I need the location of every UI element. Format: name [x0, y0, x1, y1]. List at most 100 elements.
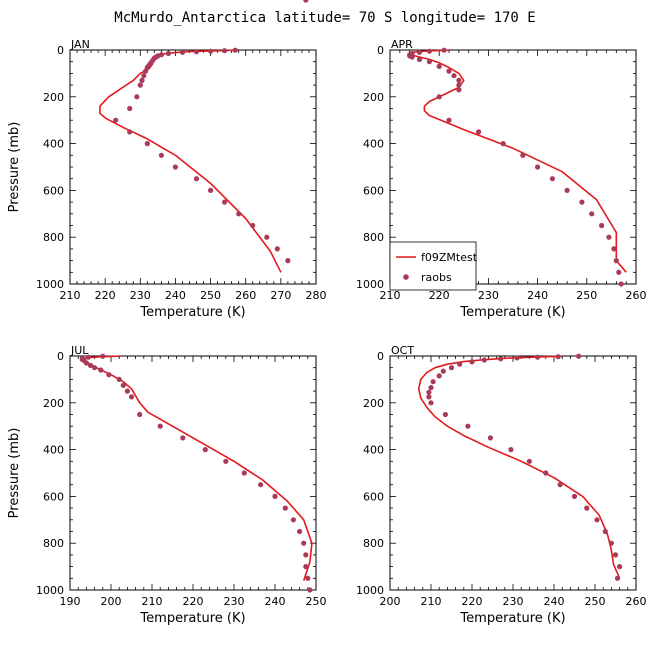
- apr-model-line: [408, 49, 627, 273]
- apr-obs-point: [426, 59, 432, 65]
- apr-obs-point: [456, 77, 462, 83]
- apr-obs-point: [436, 63, 442, 69]
- jul-obs-point: [307, 587, 313, 593]
- apr-obs-point: [416, 56, 423, 63]
- oct-obs-point: [555, 354, 561, 360]
- jan-ytick-label: 0: [57, 44, 64, 57]
- oct-obs-point: [594, 517, 600, 523]
- jul-obs-point: [305, 575, 311, 581]
- oct-obs-point: [428, 400, 434, 406]
- jul-xtick-label: 220: [183, 595, 204, 608]
- apr-ytick-label: 1000: [356, 278, 384, 291]
- apr-obs-point: [451, 73, 457, 79]
- oct-obs-point: [448, 365, 455, 371]
- jul-obs-point: [85, 354, 92, 360]
- oct-obs-point: [557, 482, 563, 488]
- apr-obs-point: [500, 141, 506, 147]
- jan-model-line: [99, 49, 282, 273]
- jan-xtick-label: 260: [235, 289, 256, 302]
- jul-ytick-label: 0: [57, 350, 64, 363]
- jan-obs-point: [113, 117, 119, 123]
- oct-obs-point: [584, 505, 590, 511]
- jan-obs-point: [274, 246, 280, 252]
- apr-obs-point: [409, 54, 415, 60]
- jan-obs-point: [143, 68, 149, 74]
- apr-obs-point: [520, 152, 526, 158]
- oct-obs-point: [481, 357, 487, 363]
- apr-obs-point: [535, 164, 541, 170]
- jul-ytick-label: 1000: [36, 584, 64, 597]
- jul-plot-frame: [69, 355, 317, 591]
- oct-xtick-label: 210: [421, 595, 442, 608]
- panel-oct: 200 210 220 230 240 250 260 0 200 400 600 800 1000 OC…: [356, 344, 647, 626]
- panel-jul: 190 200 210 220 230 240 250 0 200 400 600 800 1000 JU…: [7, 0, 327, 626]
- apr-xtick-label: 210: [380, 289, 401, 302]
- jan-xtick-label: 280: [306, 289, 327, 302]
- oct-x-axis-label: Temperature (K): [459, 611, 565, 626]
- apr-xtick-label: 220: [429, 289, 450, 302]
- oct-obs-point: [440, 368, 446, 374]
- oct-obs-point: [526, 458, 533, 464]
- jul-obs-point: [180, 435, 186, 441]
- jan-obs-point: [250, 222, 256, 229]
- jul-obs-point: [87, 362, 94, 368]
- oct-xtick-label: 200: [380, 595, 401, 608]
- jul-panel-label: JUL: [70, 344, 89, 357]
- oct-obs-point: [612, 552, 619, 558]
- jul-obs-point: [106, 372, 112, 378]
- jan-xtick-label: 210: [60, 289, 81, 302]
- jan-xtick-label: 270: [270, 289, 291, 302]
- jul-y-axis-label: Pressure (mb): [7, 428, 22, 519]
- apr-xtick-label: 250: [576, 289, 597, 302]
- oct-xtick-label: 240: [544, 595, 565, 608]
- jan-ytick-label: 800: [43, 231, 64, 244]
- jul-ytick-label: 200: [43, 397, 64, 410]
- oct-ytick-label: 600: [363, 490, 384, 503]
- jan-xtick-label: 240: [165, 289, 186, 302]
- jul-obs-point: [290, 517, 296, 523]
- jan-x-axis-label: Temperature (K): [139, 305, 245, 320]
- apr-xtick-label: 240: [527, 289, 548, 302]
- panel-jan: 210 220 230 240 250 260 270 280 0 200 400 600 800 100…: [7, 38, 327, 320]
- jan-xtick-label: 230: [130, 289, 151, 302]
- apr-obs-point: [606, 234, 612, 240]
- jan-obs-point: [172, 164, 178, 170]
- jul-xtick-label: 250: [306, 595, 327, 608]
- oct-obs-point: [426, 389, 432, 395]
- oct-obs-point: [428, 385, 434, 391]
- jan-ytick-label: 200: [43, 91, 64, 104]
- oct-obs-point: [426, 394, 432, 400]
- jul-obs-point: [137, 411, 143, 418]
- panels: 210 220 230 240 250 260 270 280 0 200 400 600 800 100…: [7, 0, 647, 626]
- jan-obs-point: [179, 49, 186, 55]
- jan-obs-point: [137, 82, 143, 88]
- legend-obs-label: raobs: [421, 271, 452, 284]
- figure-title: McMurdo_Antarctica latitude= 70 S longit…: [114, 10, 535, 26]
- jul-obs-point: [100, 353, 106, 359]
- jul-obs-point: [303, 552, 309, 558]
- jan-obs-point: [236, 211, 242, 217]
- jul-xtick-label: 190: [60, 595, 81, 608]
- oct-obs-point: [576, 353, 582, 359]
- jul-obs-point: [223, 458, 229, 464]
- apr-obs-point: [446, 117, 452, 123]
- oct-obs-point: [487, 435, 493, 441]
- oct-obs-point: [430, 379, 436, 385]
- jan-obs-point: [139, 77, 145, 83]
- oct-ytick-label: 400: [363, 444, 384, 457]
- jul-xtick-label: 200: [101, 595, 122, 608]
- jul-obs-point: [116, 376, 122, 382]
- apr-ytick-label: 600: [363, 184, 384, 197]
- oct-xtick-label: 230: [503, 595, 524, 608]
- oct-obs-point: [436, 373, 442, 379]
- jul-x-axis-label: Temperature (K): [139, 611, 245, 626]
- jul-ytick-label: 600: [43, 490, 64, 503]
- jan-obs-point: [193, 49, 200, 55]
- jan-obs-point: [193, 176, 200, 182]
- jul-obs-point: [272, 493, 278, 499]
- apr-ytick-label: 200: [363, 91, 384, 104]
- jan-ytick-label: 600: [43, 184, 64, 197]
- apr-obs-point: [616, 269, 622, 275]
- jul-obs-point: [297, 528, 303, 535]
